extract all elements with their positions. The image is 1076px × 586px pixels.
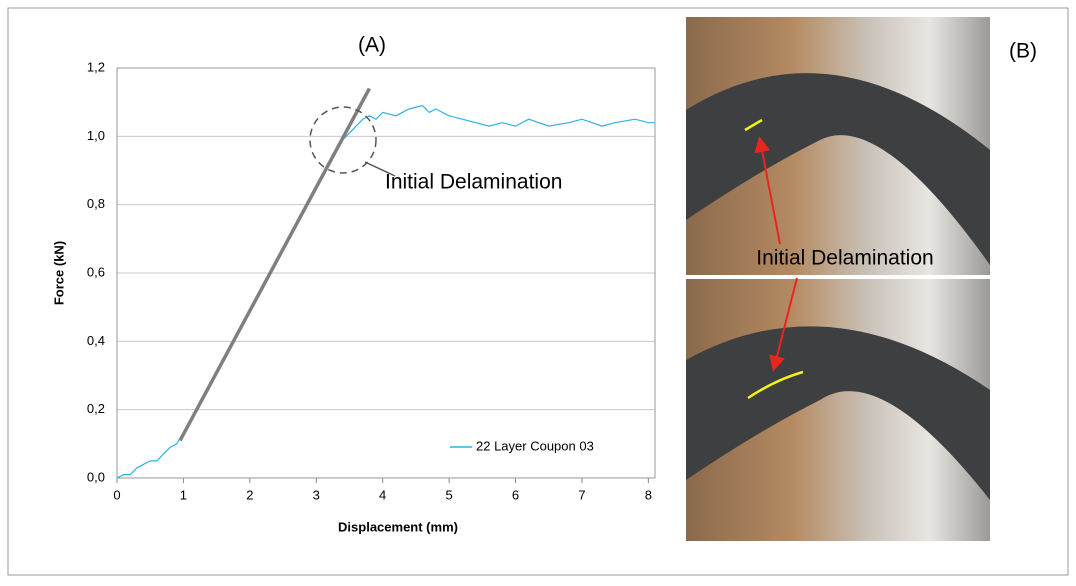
x-axis-label: Displacement (mm) bbox=[338, 519, 458, 534]
panel-b: Initial Delamination (B) bbox=[686, 17, 1037, 541]
y-axis-label: Force (kN) bbox=[51, 241, 66, 305]
x-tick-label: 4 bbox=[379, 487, 386, 502]
annotation: Initial Delamination bbox=[385, 171, 562, 194]
x-tick-label: 3 bbox=[313, 487, 320, 502]
x-tick-label: 8 bbox=[645, 487, 652, 502]
x-tick-label: 0 bbox=[113, 487, 120, 502]
x-tick-label: 2 bbox=[246, 487, 253, 502]
specimen-bottom bbox=[686, 326, 990, 500]
plot-border bbox=[116, 67, 656, 479]
delamination-mark bbox=[744, 118, 763, 132]
y-tick-label: 0,0 bbox=[87, 469, 105, 484]
x-tick-label: 6 bbox=[512, 487, 519, 502]
x-tick-label: 1 bbox=[180, 487, 187, 502]
y-tick-label: 1,0 bbox=[87, 128, 105, 143]
annotation-leader bbox=[364, 161, 396, 177]
y-tick-label: 0,4 bbox=[87, 333, 105, 348]
chart: (A) Displacement (mm) Force (kN) 0,0 0,2 0… bbox=[51, 34, 656, 534]
chart-title: (A) bbox=[358, 34, 386, 57]
data-line bbox=[116, 104, 655, 479]
data-line bbox=[178, 87, 371, 442]
x-tick-label: 5 bbox=[445, 487, 452, 502]
arrow bbox=[754, 136, 781, 245]
legend-label: 22 Layer Coupon 03 bbox=[476, 438, 594, 453]
photo-annotation: Initial Delamination bbox=[756, 247, 933, 270]
y-tick-label: 0,2 bbox=[87, 401, 105, 416]
y-tick-label: 0,6 bbox=[87, 264, 105, 279]
delamination-mark bbox=[747, 370, 804, 400]
annotation-circle bbox=[309, 106, 377, 174]
y-tick-label: 0,8 bbox=[87, 196, 105, 211]
x-tick-label: 7 bbox=[578, 487, 585, 502]
y-tick-label: 1,2 bbox=[87, 59, 105, 74]
arrow bbox=[769, 277, 798, 372]
panel-label: (B) bbox=[1009, 40, 1037, 63]
frame bbox=[7, 7, 1069, 576]
